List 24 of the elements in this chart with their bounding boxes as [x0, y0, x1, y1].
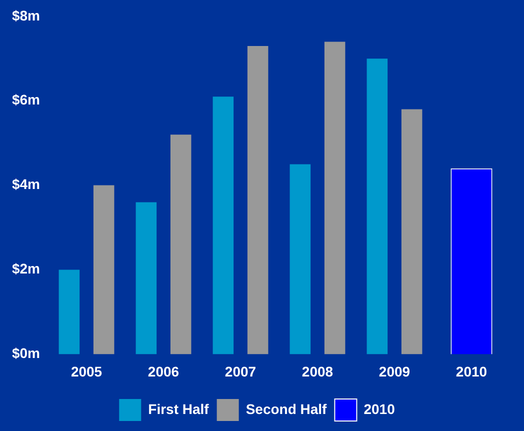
x-tick-label: 2009	[378, 363, 410, 380]
x-tick-label: 2010	[456, 363, 488, 380]
bar	[58, 270, 80, 354]
legend-label: 2010	[364, 400, 396, 417]
y-tick-label: $8m	[12, 7, 40, 24]
bar	[366, 58, 388, 354]
bar	[401, 109, 422, 354]
y-tick-label: $6m	[12, 92, 40, 108]
x-tick-label: 2008	[302, 363, 334, 380]
bar	[290, 164, 311, 354]
x-tick-label: 2006	[148, 363, 180, 380]
bar	[93, 185, 114, 354]
bar	[212, 96, 234, 354]
bar	[324, 42, 346, 354]
y-tick-label: $2m	[12, 260, 40, 277]
y-tick-label: $0m	[12, 345, 40, 362]
x-tick-label: 2007	[224, 363, 256, 380]
bar	[136, 202, 157, 354]
legend-label: Second Half	[246, 400, 328, 417]
legend-label: First Half	[148, 400, 210, 417]
bar	[170, 134, 192, 354]
y-tick-label: $4m	[12, 176, 40, 192]
x-tick-label: 2005	[70, 363, 102, 380]
bar	[247, 46, 268, 354]
